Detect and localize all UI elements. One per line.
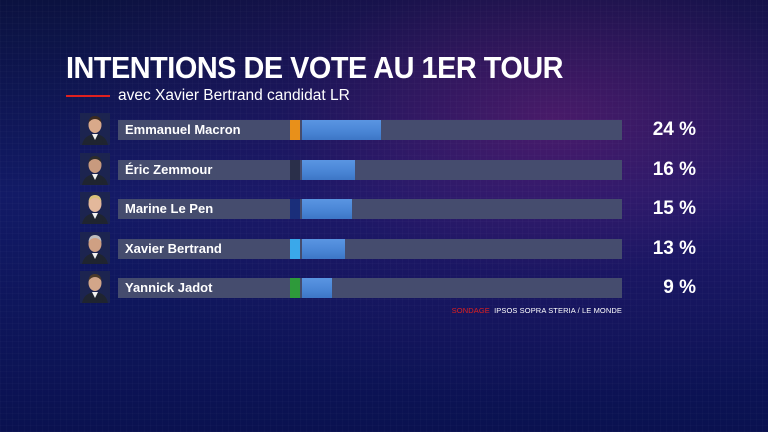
source-credit: SONDAGE IPSOS SOPRA STERIA / LE MONDE xyxy=(452,306,622,315)
bar-track xyxy=(118,238,622,259)
party-color-swatch xyxy=(290,159,300,180)
bar-value-fill xyxy=(302,199,352,219)
party-color-swatch xyxy=(290,199,300,219)
percentage-label: 9 % xyxy=(663,277,696,298)
bar-value-fill xyxy=(302,159,355,180)
candidate-name: Marine Le Pen xyxy=(125,201,214,216)
candidate-name: Yannick Jadot xyxy=(125,280,213,295)
candidate-name: Éric Zemmour xyxy=(125,161,213,177)
party-color-swatch xyxy=(290,238,300,259)
bar-track xyxy=(118,278,622,298)
source-text: IPSOS SOPRA STERIA / LE MONDE xyxy=(494,306,622,315)
candidate-name: Xavier Bertrand xyxy=(125,240,222,256)
title-accent-line xyxy=(66,95,110,97)
chart-subtitle: avec Xavier Bertrand candidat LR xyxy=(118,87,350,104)
percentage-label: 13 % xyxy=(652,237,696,259)
portrait-zemmour-icon xyxy=(80,152,110,185)
bar-track xyxy=(118,199,622,219)
bar-value-fill xyxy=(302,120,382,140)
bar-value-fill xyxy=(302,238,345,259)
bar-track xyxy=(118,159,622,180)
candidate-name: Emmanuel Macron xyxy=(125,122,241,137)
party-color-swatch xyxy=(290,120,300,140)
percentage-label: 24 % xyxy=(652,119,696,140)
source-label: SONDAGE xyxy=(451,306,490,315)
portrait-jadot-icon xyxy=(80,271,110,303)
portrait-le-pen-icon xyxy=(80,192,110,224)
percentage-label: 16 % xyxy=(652,158,696,180)
party-color-swatch xyxy=(290,278,300,298)
portrait-macron-icon xyxy=(80,113,110,145)
percentage-label: 15 % xyxy=(652,198,696,219)
chart-title: INTENTIONS DE VOTE AU 1ER TOUR xyxy=(66,50,564,85)
bar-value-fill xyxy=(302,278,332,298)
portrait-bertrand-icon xyxy=(80,231,110,264)
